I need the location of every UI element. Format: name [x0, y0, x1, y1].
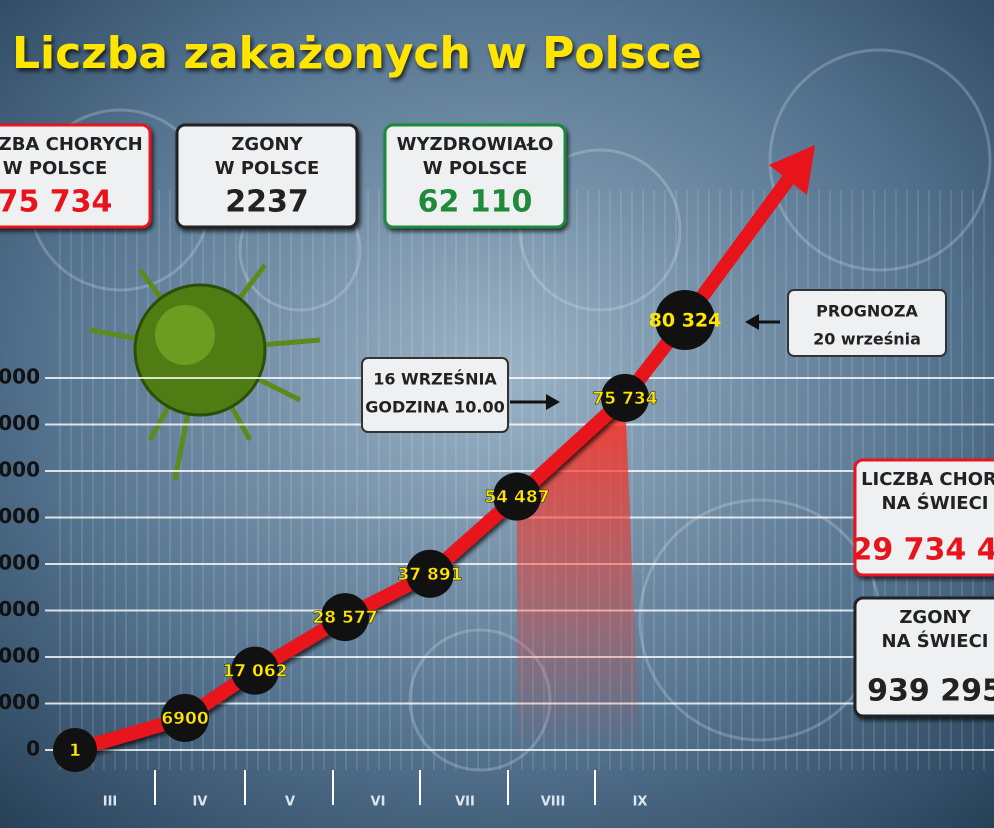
annotation-text: 16 WRZEŚNIA [373, 370, 497, 389]
stat-label: NA ŚWIECI [882, 630, 989, 652]
y-tick-label: 70 000 [0, 411, 40, 435]
stat-value: 75 734 [0, 185, 112, 220]
stat-box [175, 123, 359, 229]
forecast-label: 80 324 [649, 310, 722, 332]
virus-icon [89, 263, 321, 481]
chart-title: Liczba zakażonych w Polsce [12, 28, 702, 79]
point [493, 472, 541, 521]
stat-value: 939 295 [867, 674, 994, 709]
stat-label: ZGONY [899, 607, 971, 628]
arrow-head [769, 145, 815, 195]
stat-label: W POLSCE [215, 158, 320, 179]
stat-label: W POLSCE [423, 158, 528, 179]
annotation-text: 20 września [813, 330, 921, 349]
annotation-text: PROGNOZA [816, 302, 918, 321]
x-tick-label: III [103, 795, 118, 810]
data-label: 75 734 [592, 389, 657, 409]
y-tick-label: 60 000 [0, 458, 40, 482]
data-label: 28 577 [312, 608, 377, 628]
stat-label: W POLSCE [3, 158, 108, 179]
data-label: 17 062 [222, 662, 287, 682]
point [321, 593, 369, 642]
glow-area [517, 397, 640, 750]
y-tick-label: 0 [26, 737, 40, 761]
point [53, 727, 97, 772]
y-tick-label: 10 000 [0, 690, 40, 714]
stat-value: 62 110 [418, 185, 533, 220]
stat-box [853, 596, 994, 718]
point [406, 549, 454, 598]
annotation-box [361, 357, 509, 433]
y-tick-label: 80 000 [0, 365, 40, 389]
y-tick-label: 20 000 [0, 644, 40, 668]
data-label: 1 [69, 741, 81, 761]
annotation-text: GODZINA 10.00 [365, 398, 505, 417]
point [161, 693, 209, 742]
stat-label: WYZDROWIAŁO [397, 134, 554, 155]
stat-label: ZGONY [231, 134, 303, 155]
stat-label: NA ŚWIECI [882, 492, 989, 514]
point [601, 373, 649, 422]
annotation-box [787, 289, 947, 357]
x-tick-label: V [285, 795, 295, 810]
point [231, 646, 279, 695]
stat-box [383, 123, 567, 229]
y-tick-label: 50 000 [0, 504, 40, 528]
y-tick-label: 40 000 [0, 551, 40, 575]
data-label: 6900 [161, 709, 208, 729]
x-tick-label: IV [193, 795, 208, 810]
data-label: 54 487 [484, 488, 549, 508]
x-tick-label: VI [371, 795, 386, 810]
stat-label: LICZBA CHORY [861, 469, 994, 490]
annotation-arrowhead [546, 394, 560, 410]
x-tick-label: VIII [541, 795, 566, 810]
y-tick-label: 30 000 [0, 597, 40, 621]
x-tick-label: IX [633, 795, 648, 810]
stat-box [0, 123, 152, 229]
stat-label: LICZBA CHORYCH [0, 134, 143, 155]
stat-value: 29 734 45 [851, 533, 994, 568]
annotation-arrowhead [745, 314, 759, 330]
stat-box [853, 458, 994, 577]
data-label: 37 891 [397, 565, 462, 585]
x-tick-label: VII [455, 795, 475, 810]
stat-value: 2237 [225, 185, 309, 220]
forecast-point [655, 290, 715, 350]
